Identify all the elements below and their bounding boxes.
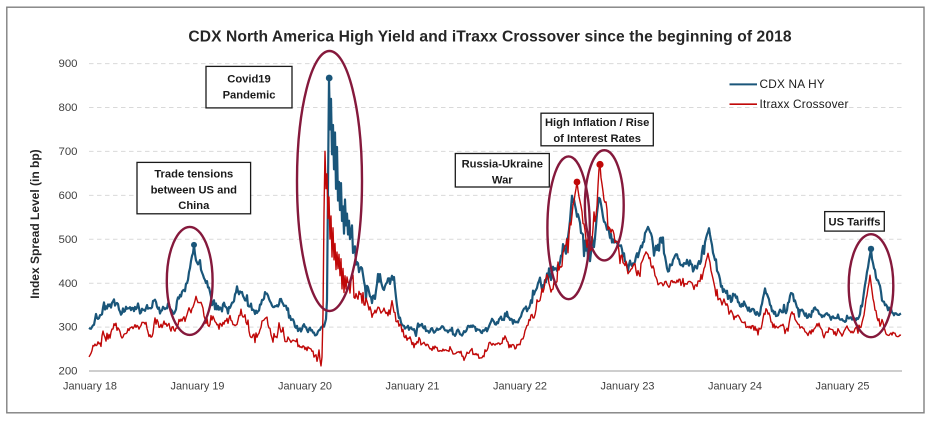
svg-text:Trade tensions: Trade tensions <box>154 169 233 181</box>
svg-text:January 22: January 22 <box>493 381 547 393</box>
svg-text:Covid19: Covid19 <box>227 74 271 86</box>
svg-text:200: 200 <box>58 366 77 378</box>
svg-text:Pandemic: Pandemic <box>223 90 276 102</box>
svg-text:January 23: January 23 <box>601 381 655 393</box>
svg-text:of Interest Rates: of Interest Rates <box>553 133 641 145</box>
svg-text:CDX NA HY: CDX NA HY <box>760 77 825 91</box>
svg-text:Russia-Ukraine: Russia-Ukraine <box>462 159 543 171</box>
svg-text:Index Spread Level (in bp): Index Spread Level (in bp) <box>28 149 42 298</box>
svg-text:700: 700 <box>58 146 77 158</box>
svg-text:500: 500 <box>58 234 77 246</box>
svg-text:China: China <box>178 200 210 212</box>
svg-text:900: 900 <box>58 58 77 70</box>
svg-text:US Tariffs: US Tariffs <box>828 217 880 229</box>
svg-text:600: 600 <box>58 190 77 202</box>
svg-text:High Inflation / Rise: High Inflation / Rise <box>545 117 649 129</box>
svg-text:January 21: January 21 <box>386 381 440 393</box>
svg-text:800: 800 <box>58 102 77 114</box>
svg-text:January 19: January 19 <box>171 381 225 393</box>
svg-text:400: 400 <box>58 278 77 290</box>
svg-text:War: War <box>492 174 513 186</box>
svg-text:January 24: January 24 <box>708 381 762 393</box>
svg-text:300: 300 <box>58 322 77 334</box>
svg-text:Itraxx Crossover: Itraxx Crossover <box>760 97 849 111</box>
svg-text:between US and: between US and <box>151 184 238 196</box>
svg-text:January 18: January 18 <box>63 381 117 393</box>
svg-text:CDX North America High Yield a: CDX North America High Yield and iTraxx … <box>188 29 792 46</box>
svg-text:January 25: January 25 <box>816 381 870 393</box>
svg-text:January 20: January 20 <box>278 381 332 393</box>
